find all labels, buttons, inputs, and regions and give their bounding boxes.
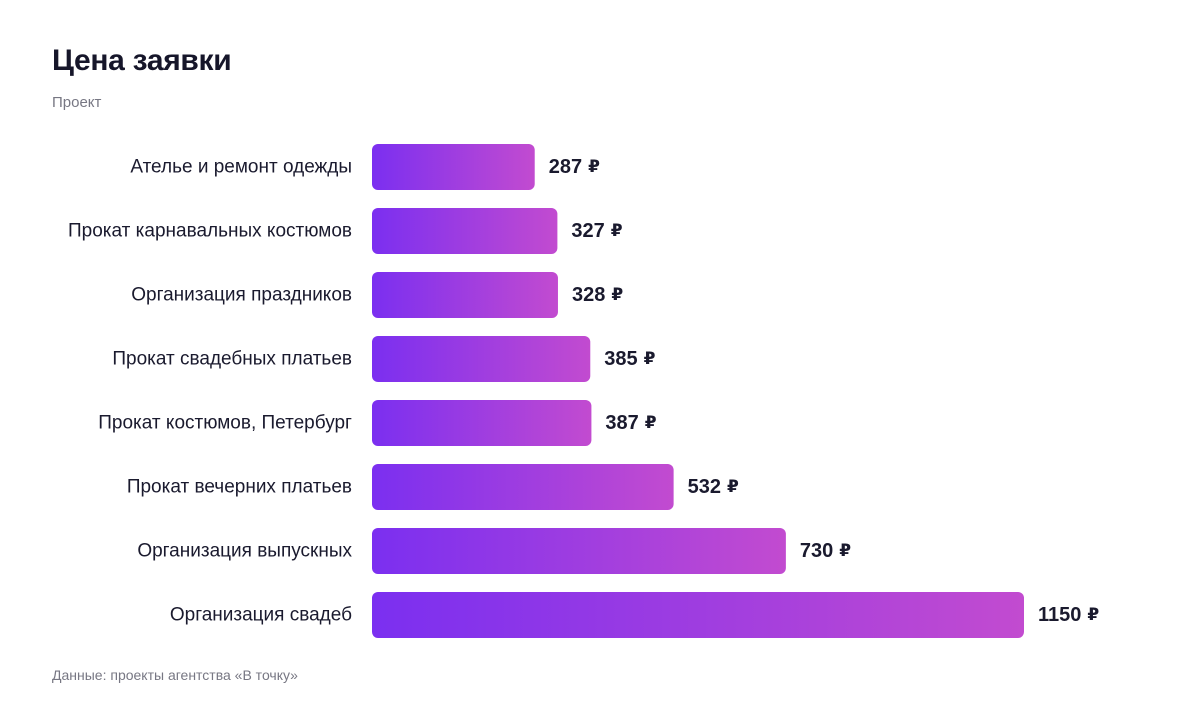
value-number: 1150 — [1038, 604, 1081, 626]
category-label: Ателье и ремонт одежды — [130, 157, 352, 178]
value-number: 287 — [549, 156, 582, 178]
category-label: Прокат вечерних платьев — [127, 477, 352, 498]
value-label: 1150 ₽ — [1038, 604, 1099, 626]
chart-title: Цена заявки — [52, 44, 232, 77]
bar — [372, 208, 558, 254]
value-number: 327 — [571, 220, 604, 242]
ruble-sign: ₽ — [727, 477, 739, 497]
bar — [372, 400, 592, 446]
value-number: 387 — [605, 412, 638, 434]
chart-subtitle: Проект — [52, 94, 102, 111]
bar — [372, 336, 591, 382]
value-label: 387 ₽ — [605, 412, 656, 434]
value-number: 385 — [604, 348, 637, 370]
bar — [372, 464, 674, 510]
value-label: 287 ₽ — [549, 156, 600, 178]
value-label: 532 ₽ — [688, 476, 739, 498]
bar — [372, 528, 786, 574]
value-label: 328 ₽ — [572, 284, 623, 306]
bar — [372, 272, 558, 318]
value-number: 328 — [572, 284, 605, 306]
data-source-footer: Данные: проекты агентства «В точку» — [52, 667, 298, 683]
category-label: Прокат карнавальных костюмов — [68, 221, 352, 242]
ruble-sign: ₽ — [611, 221, 623, 241]
value-label: 730 ₽ — [800, 540, 851, 562]
bar — [372, 592, 1024, 638]
category-label: Организация выпускных — [137, 541, 352, 562]
ruble-sign: ₽ — [839, 541, 851, 561]
ruble-sign: ₽ — [1087, 605, 1099, 625]
value-label: 327 ₽ — [571, 220, 622, 242]
value-number: 730 — [800, 540, 833, 562]
category-label: Прокат костюмов, Петербург — [98, 413, 352, 434]
category-label: Организация свадеб — [170, 605, 352, 626]
ruble-sign: ₽ — [644, 349, 656, 369]
category-label: Прокат свадебных платьев — [112, 349, 352, 370]
bar — [372, 144, 535, 190]
ruble-sign: ₽ — [588, 157, 600, 177]
ruble-sign: ₽ — [645, 413, 657, 433]
value-label: 385 ₽ — [604, 348, 655, 370]
value-number: 532 — [688, 476, 721, 498]
ruble-sign: ₽ — [611, 285, 623, 305]
category-label: Организация праздников — [131, 285, 352, 306]
bars-group: Ателье и ремонт одежды 287 ₽ Прокат карнава… — [68, 144, 1099, 638]
